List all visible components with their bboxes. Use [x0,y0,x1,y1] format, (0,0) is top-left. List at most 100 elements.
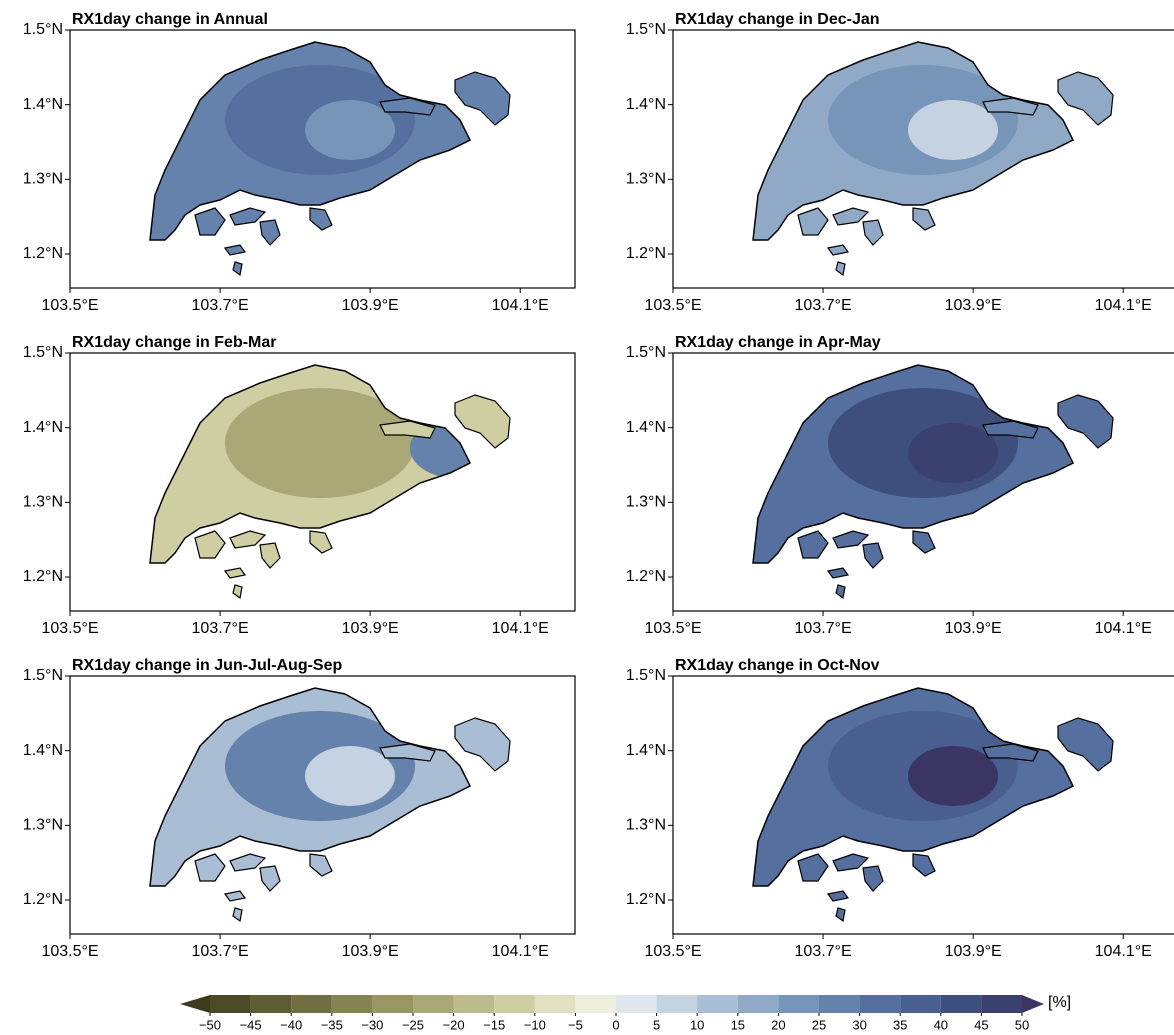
islet [797,853,829,882]
colorbar-box [819,995,860,1013]
islet [1057,394,1114,449]
islet [1057,717,1114,772]
colorbar-extend-low [180,995,210,1013]
islet [194,530,226,559]
x-tick-label: 103.9°E [945,620,1002,637]
islet [832,207,870,226]
panel-title: RX1day change in Jun-Jul-Aug-Sep [72,657,342,674]
x-tick-label: 103.5°E [644,620,701,637]
x-tick-label: 103.9°E [945,297,1002,314]
x-tick-label: 103.9°E [342,943,399,960]
islet [835,584,846,600]
x-tick-label: 104.1°E [1095,943,1152,960]
islet [797,530,829,559]
y-tick-label: 1.2°N [23,245,63,262]
x-tick-label: 104.1°E [492,297,549,314]
contour [225,388,415,498]
colorbar-tick-label: −25 [402,1017,424,1032]
y-tick-label: 1.3°N [23,817,63,834]
x-tick-label: 104.1°E [1095,620,1152,637]
islet [1057,71,1114,126]
x-tick-label: 103.9°E [342,297,399,314]
colorbar-extend-high [1022,995,1044,1013]
y-tick-label: 1.4°N [23,419,63,436]
islet [229,530,267,549]
colorbar-tick-label: −40 [280,1017,302,1032]
contour [305,100,395,160]
colorbar-tick-label: 50 [1015,1017,1029,1032]
islet [309,530,333,554]
islet [259,865,281,892]
islet [232,261,243,277]
map-layer [149,41,511,277]
islet [826,890,850,902]
islet [835,907,846,923]
islet [229,207,267,226]
y-tick-label: 1.3°N [23,171,63,188]
y-tick-label: 1.5°N [23,344,63,361]
panel-title: RX1day change in Annual [72,11,268,28]
islet [259,542,281,569]
colorbar-tick-label: 10 [690,1017,704,1032]
map-layer [149,687,511,923]
y-tick-label: 1.4°N [23,96,63,113]
contour [908,746,998,806]
islet [912,530,936,554]
x-tick-label: 103.9°E [945,943,1002,960]
y-tick-label: 1.2°N [23,568,63,585]
islet [309,207,333,231]
axes-frame [672,352,1174,612]
x-tick-label: 103.5°E [41,620,98,637]
colorbar-box [250,995,292,1013]
islet [912,853,936,877]
map-layer [752,364,1114,600]
islet [194,853,226,882]
y-tick-label: 1.4°N [626,96,666,113]
colorbar-box [616,995,657,1013]
y-tick-label: 1.3°N [626,817,666,834]
y-tick-label: 1.2°N [626,568,666,585]
panel-title: RX1day change in Dec-Jan [675,11,880,28]
x-tick-label: 103.9°E [342,620,399,637]
coastline [752,687,1075,887]
colorbar-box [737,995,779,1013]
colorbar-tick-label: 45 [974,1017,988,1032]
colorbar-box [372,995,413,1013]
y-tick-label: 1.3°N [626,494,666,511]
colorbar-box [656,995,698,1013]
colorbar-tick-label: −45 [240,1017,262,1032]
contour-group [828,65,1018,175]
colorbar-box [331,995,373,1013]
colorbar-tick-label: 30 [852,1017,866,1032]
contour-group [828,711,1018,821]
x-tick-label: 103.5°E [41,943,98,960]
y-tick-label: 1.5°N [626,667,666,684]
x-tick-label: 103.7°E [192,620,249,637]
coastline [149,687,472,887]
contour-group [225,711,415,821]
colorbar-box [291,995,332,1013]
islet [194,207,226,236]
islet [862,542,884,569]
islet [797,207,829,236]
coastline [149,364,472,564]
colorbar-box [697,995,738,1013]
colorbar-box [453,995,495,1013]
colorbar-tick-label: 35 [893,1017,907,1032]
islet [223,567,247,579]
panel-title: RX1day change in Feb-Mar [72,334,277,351]
colorbar-tick-label: −20 [443,1017,465,1032]
map-layer [752,41,1114,277]
x-tick-label: 103.7°E [795,943,852,960]
axes-frame [69,29,576,289]
x-tick-label: 103.5°E [644,297,701,314]
islet [454,717,511,772]
x-tick-label: 104.1°E [492,943,549,960]
colorbar-tick-label: −35 [321,1017,343,1032]
colorbar-tick-label: −50 [199,1017,221,1032]
islet [223,244,247,256]
islet [454,394,511,449]
colorbar-unit: [%] [1048,994,1071,1011]
colorbar-box [534,995,576,1013]
